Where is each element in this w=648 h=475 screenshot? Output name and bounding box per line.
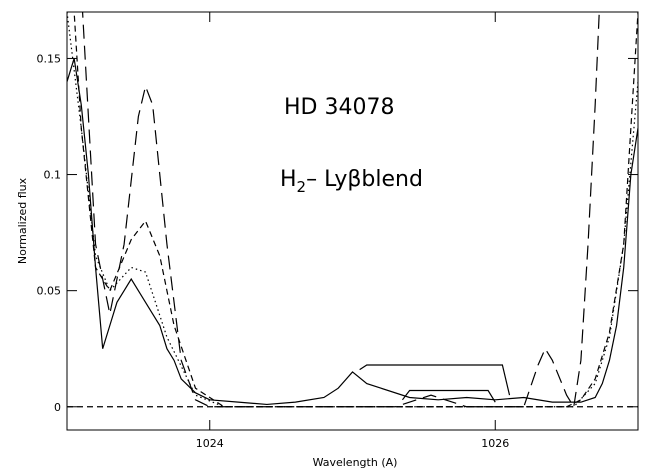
label-sub: 2 xyxy=(297,178,307,196)
series-line xyxy=(73,12,638,408)
x-tick-label: 1026 xyxy=(481,437,509,450)
label-main: H xyxy=(280,167,297,192)
series-group xyxy=(67,12,638,409)
y-axis-label: Normalized flux xyxy=(16,177,29,264)
series-line xyxy=(359,364,511,396)
series-line xyxy=(401,389,496,403)
y-tick-label: 0.15 xyxy=(37,52,62,65)
x-tick-label: 1024 xyxy=(196,437,224,450)
series-line xyxy=(81,12,600,409)
plot-frame xyxy=(66,11,639,431)
y-tick-label: 0.05 xyxy=(37,285,62,298)
series-line xyxy=(67,58,638,406)
y-tick-label: 0.1 xyxy=(44,169,62,182)
annotation: HD 34078 xyxy=(284,95,394,120)
y-tick-label: 0 xyxy=(54,401,61,414)
series-line xyxy=(67,12,638,408)
blend-label: H2– Lyβblend xyxy=(280,167,423,196)
x-axis-label: Wavelength (A) xyxy=(313,456,398,469)
label-rest: – Lyβblend xyxy=(306,167,423,192)
